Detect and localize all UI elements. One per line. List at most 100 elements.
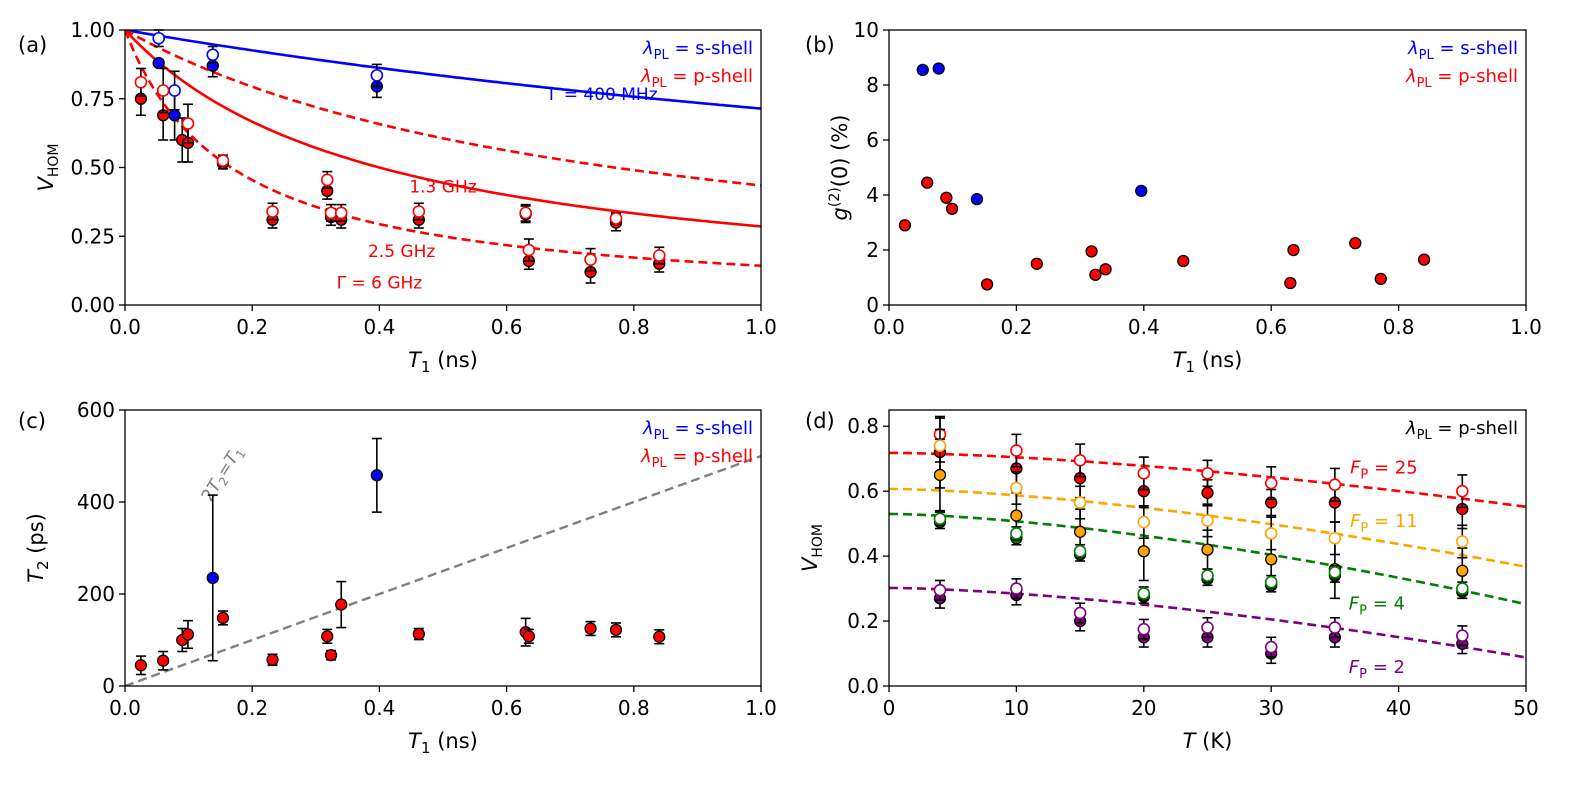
data-point bbox=[945, 202, 959, 215]
data-point bbox=[1137, 622, 1151, 636]
data-point bbox=[206, 48, 220, 62]
y-tick-label: 0.00 bbox=[70, 293, 115, 317]
y-tick-label: 10 bbox=[854, 18, 879, 42]
data-point bbox=[1328, 478, 1342, 491]
data-point bbox=[181, 117, 195, 130]
panel-c: 2T2=T1 (c) 0.0 0.2 0.4 0.6 0.8 1.0 0 200 400 600 T1 … bbox=[18, 398, 777, 757]
data-point bbox=[266, 205, 279, 218]
model-curve bbox=[888, 487, 1527, 569]
data-point bbox=[168, 109, 181, 122]
x-axis-label: T (K) bbox=[1183, 729, 1233, 753]
x-tick-label: 10 bbox=[1004, 696, 1029, 720]
curve-label: FP = 11 bbox=[1350, 511, 1418, 536]
model-curve bbox=[889, 451, 1527, 509]
y-tick-label: 0.50 bbox=[70, 156, 115, 180]
data-point bbox=[168, 84, 181, 97]
legend-entry: λPL = s-shell bbox=[1407, 38, 1518, 63]
data-point bbox=[412, 627, 425, 641]
data-point bbox=[324, 649, 338, 662]
data-point bbox=[1073, 544, 1087, 558]
plot-frame bbox=[888, 29, 1527, 306]
y-tick-label: 400 bbox=[77, 490, 115, 514]
x-tick-label: 0.0 bbox=[109, 315, 141, 339]
data-point bbox=[1201, 569, 1214, 582]
curve-label: 2.5 GHz bbox=[368, 242, 435, 262]
data-point bbox=[1073, 496, 1087, 509]
curve-label: FP = 4 bbox=[1349, 594, 1405, 619]
data-point bbox=[1073, 454, 1087, 467]
data-point bbox=[1265, 553, 1278, 566]
data-point bbox=[152, 56, 165, 70]
x-tick-label: 50 bbox=[1513, 696, 1538, 720]
limit-label: 2T2=T1 bbox=[198, 443, 249, 507]
x-tick-label: 0.6 bbox=[1255, 315, 1287, 339]
plot-frame bbox=[888, 409, 1527, 687]
legend-entry: λPL = p-shell bbox=[1405, 66, 1518, 91]
data-point bbox=[370, 469, 384, 482]
data-point bbox=[1284, 276, 1297, 290]
data-point bbox=[1328, 621, 1342, 634]
data-point bbox=[584, 253, 597, 266]
y-tick-label: 600 bbox=[77, 398, 115, 422]
data-point bbox=[1328, 566, 1342, 579]
data-point bbox=[1137, 587, 1151, 600]
curve-label: Γ = 400 MHz bbox=[549, 85, 658, 105]
y-axis-label: g(2)(0) (%) bbox=[827, 115, 852, 221]
data-point bbox=[321, 630, 334, 643]
curve-label: FP = 2 bbox=[1349, 657, 1405, 682]
panel-label: (d) bbox=[805, 409, 835, 433]
data-point bbox=[266, 653, 279, 666]
x-tick-label: 0.2 bbox=[236, 315, 268, 339]
data-point bbox=[1137, 545, 1150, 558]
y-tick-label: 200 bbox=[77, 582, 115, 606]
data-point bbox=[334, 206, 348, 220]
data-point bbox=[1201, 543, 1214, 556]
x-tick-label: 0 bbox=[883, 696, 896, 720]
legend-entry: λPL = p-shell bbox=[640, 66, 753, 91]
y-tick-label: 6 bbox=[866, 128, 879, 152]
curve-label: FP = 25 bbox=[1350, 457, 1418, 482]
data-point bbox=[156, 84, 170, 97]
x-tick-label: 1.0 bbox=[1510, 315, 1542, 339]
y-axis-label: VHOM bbox=[34, 143, 62, 191]
y-tick-label: 4 bbox=[866, 183, 879, 207]
data-point bbox=[216, 154, 230, 167]
model-curve bbox=[125, 30, 761, 187]
data-point bbox=[1135, 184, 1148, 198]
data-point bbox=[134, 75, 148, 89]
data-point bbox=[519, 206, 532, 220]
data-point bbox=[1177, 254, 1190, 268]
x-tick-label: 1.0 bbox=[745, 696, 777, 720]
x-tick-label: 40 bbox=[1386, 696, 1411, 720]
x-tick-label: 0.2 bbox=[1000, 315, 1032, 339]
plot-frame bbox=[124, 409, 762, 687]
data-point bbox=[1201, 467, 1214, 480]
data-point bbox=[1010, 509, 1023, 522]
y-tick-label: 1.00 bbox=[70, 18, 115, 42]
data-point bbox=[152, 31, 166, 45]
model-curve bbox=[125, 30, 761, 110]
data-point bbox=[335, 598, 348, 611]
panel-a: Γ = 400 MHz 1.3 GHz 2.5 GHz Γ = 6 GHz (a) 0.0… bbox=[18, 18, 777, 376]
x-tick-label: 0.8 bbox=[618, 696, 650, 720]
curves-a bbox=[125, 30, 761, 267]
data-point bbox=[206, 571, 219, 585]
y-tick-label: 0.25 bbox=[70, 224, 115, 248]
x-tick-label: 0.2 bbox=[236, 696, 268, 720]
x-tick-label: 0.6 bbox=[491, 696, 523, 720]
legend-entry: λPL = p-shell bbox=[1405, 418, 1518, 443]
x-tick-label: 0.0 bbox=[873, 315, 905, 339]
data-point bbox=[916, 63, 929, 77]
data-point bbox=[1010, 444, 1023, 457]
y-tick-label: 0.8 bbox=[847, 414, 879, 438]
data-point bbox=[898, 219, 912, 232]
data-point bbox=[1010, 582, 1023, 595]
data-point bbox=[1010, 481, 1023, 495]
data-point bbox=[1137, 515, 1151, 529]
data-point bbox=[1456, 582, 1469, 595]
data-point bbox=[181, 628, 195, 641]
x-tick-label: 0.0 bbox=[109, 696, 141, 720]
curve-label: Γ = 6 GHz bbox=[337, 274, 423, 294]
data-point bbox=[1085, 245, 1098, 258]
